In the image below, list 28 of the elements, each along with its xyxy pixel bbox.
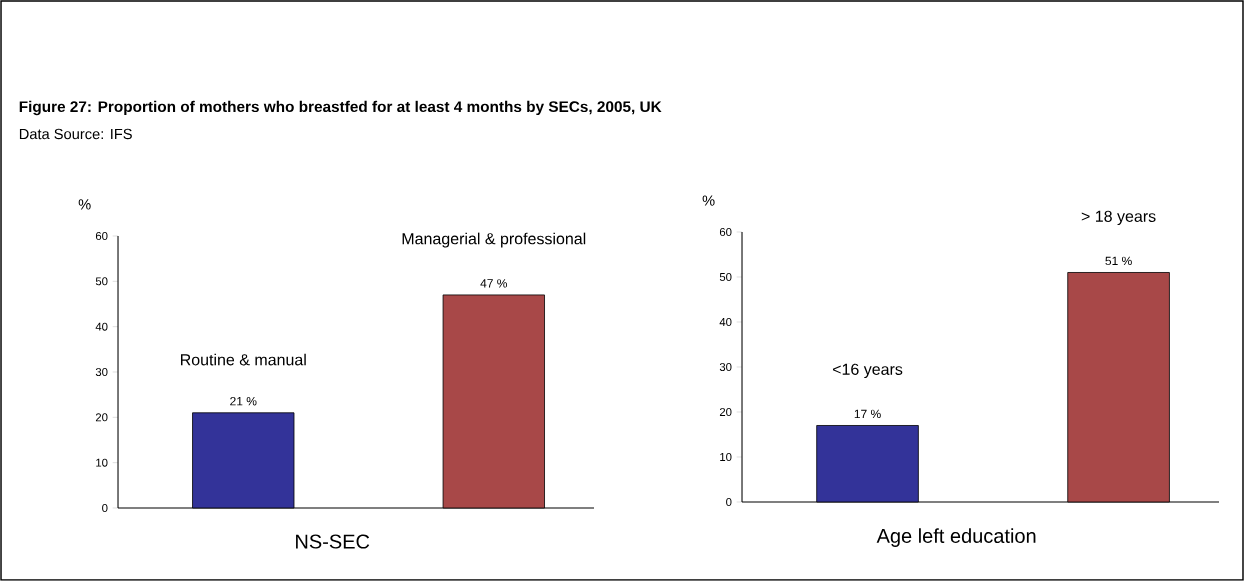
y-tick-label: 20 <box>95 413 108 422</box>
y-tick-label: 30 <box>95 367 108 376</box>
y-tick-label: 10 <box>96 458 108 467</box>
data-label: 21 % <box>230 396 257 406</box>
chart-title: Figure 27: Proportion of mothers who breastfed for at least 4 months by SECs, 2005, UK <box>19 100 662 116</box>
x-axis-title: Age left education <box>876 528 1036 547</box>
data-label: 51 % <box>1105 256 1132 266</box>
y-axis-title: % <box>78 199 91 210</box>
y-tick-label: 60 <box>719 227 732 236</box>
y-tick-label: 30 <box>719 362 732 371</box>
y-tick-label: 40 <box>95 322 108 331</box>
x-tick-label: <16 years <box>832 363 903 379</box>
y-tick-label: 0 <box>102 503 108 512</box>
x-tick-label: Routine & manual <box>181 353 306 366</box>
y-tick-label: 20 <box>719 407 732 416</box>
y-tick-label: 50 <box>95 277 108 286</box>
data-label: 47 % <box>480 279 508 288</box>
y-tick-label: 50 <box>719 272 732 281</box>
chart-subtitle: Data Source: IFS <box>19 128 132 140</box>
y-tick-label: 60 <box>95 231 108 240</box>
data-label: 17 % <box>854 409 881 419</box>
y-tick-label: 40 <box>719 317 732 326</box>
y-tick-label: 0 <box>726 497 732 506</box>
x-tick-label: Managerial & professional <box>402 232 586 248</box>
y-tick-label: 10 <box>720 452 732 461</box>
y-axis-title: % <box>702 195 715 206</box>
x-axis-title: NS-SEC <box>296 534 370 549</box>
x-tick-label: > 18 years <box>1081 210 1156 226</box>
